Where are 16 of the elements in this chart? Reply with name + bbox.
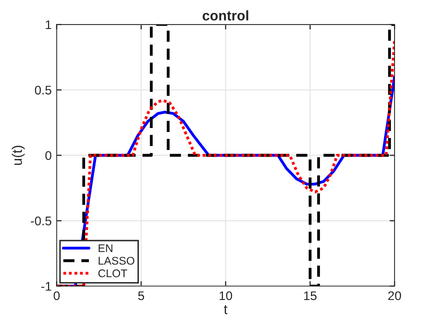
y-axis-title: u(t) — [12, 146, 25, 165]
x-tick-label: 5 — [138, 291, 144, 300]
x-axis-title: t — [224, 305, 228, 314]
x-tick-label: 10 — [220, 291, 232, 300]
y-tick-label: 1 — [46, 20, 52, 30]
y-tick-label: -1 — [41, 282, 52, 291]
x-tick-label: 15 — [304, 291, 317, 300]
legend-label: LASSO — [98, 256, 134, 265]
legend-label: EN — [98, 244, 112, 252]
legend-label: CLOT — [98, 269, 128, 278]
y-tick-label: 0.5 — [34, 86, 52, 95]
y-tick-label: -0.5 — [30, 216, 52, 226]
y-tick-label: 0 — [45, 151, 52, 160]
chart-title: control — [202, 10, 248, 20]
x-tick-label: 20 — [388, 291, 402, 300]
x-tick-label: 0 — [54, 291, 60, 300]
